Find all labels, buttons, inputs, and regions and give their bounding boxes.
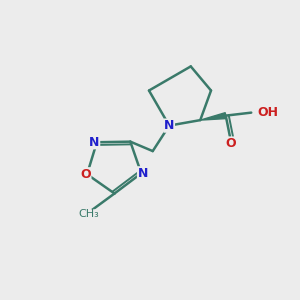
Text: CH₃: CH₃ [79, 209, 99, 220]
Text: N: N [164, 119, 174, 132]
Text: O: O [80, 168, 91, 181]
Text: N: N [89, 136, 100, 149]
Polygon shape [200, 113, 226, 120]
Text: OH: OH [258, 106, 279, 119]
Text: N: N [138, 167, 148, 180]
Text: O: O [225, 137, 236, 150]
